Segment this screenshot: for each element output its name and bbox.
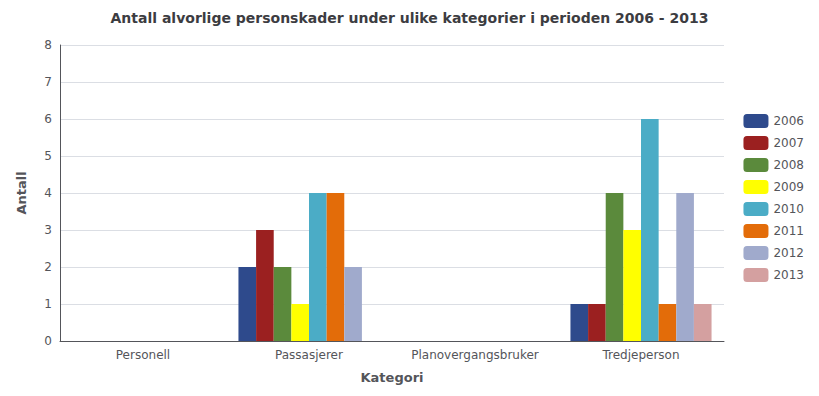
svg-text:7: 7: [44, 75, 52, 89]
svg-text:Antall: Antall: [14, 171, 29, 214]
svg-text:Antall alvorlige personskader: Antall alvorlige personskader under ulik…: [110, 10, 708, 26]
svg-text:8: 8: [44, 38, 52, 52]
svg-text:2: 2: [44, 260, 52, 274]
svg-text:Planovergangsbruker: Planovergangsbruker: [411, 348, 539, 362]
svg-text:2010: 2010: [773, 202, 804, 216]
svg-text:2006: 2006: [773, 114, 804, 128]
svg-text:4: 4: [44, 186, 52, 200]
svg-text:5: 5: [44, 149, 52, 163]
svg-text:Tredjeperson: Tredjeperson: [601, 348, 679, 362]
svg-text:0: 0: [44, 334, 52, 348]
svg-text:1: 1: [44, 297, 52, 311]
svg-text:Passasjerer: Passasjerer: [275, 348, 343, 362]
svg-text:2012: 2012: [773, 246, 804, 260]
svg-text:2008: 2008: [773, 158, 804, 172]
svg-text:Kategori: Kategori: [361, 370, 424, 385]
svg-text:2009: 2009: [773, 180, 804, 194]
svg-text:2013: 2013: [773, 268, 804, 282]
svg-text:2007: 2007: [773, 136, 804, 150]
svg-text:6: 6: [44, 112, 52, 126]
svg-text:3: 3: [44, 223, 52, 237]
svg-text:Personell: Personell: [116, 348, 170, 362]
svg-text:2011: 2011: [773, 224, 804, 238]
